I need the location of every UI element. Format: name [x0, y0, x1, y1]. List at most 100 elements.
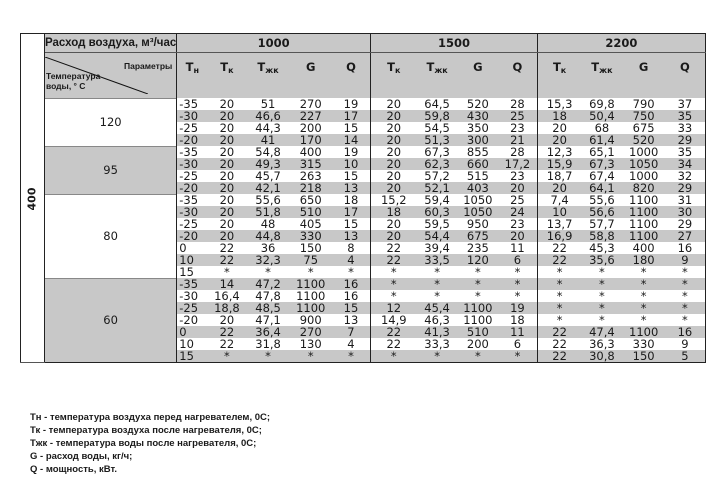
table-row: 0 22 36,4 270 7 22 41,3 510 11 22 47,4 1100 16 — [21, 326, 706, 338]
table-cell: 20 — [219, 122, 235, 134]
table-cell: * — [536, 302, 582, 314]
table-cell: 270 — [289, 326, 332, 338]
table-cell: * — [599, 266, 605, 278]
table-row: -30 20 51,8 510 17 18 60,3 1050 24 10 56,6 1100 30 — [21, 206, 706, 218]
table-cell: 400 — [299, 146, 322, 158]
table-cell: 75 — [289, 254, 332, 266]
table-cell: 22 — [370, 338, 417, 350]
table-cell: 59,5 — [424, 218, 450, 230]
table-cell: 20 — [370, 122, 417, 134]
table-cell: -20 — [176, 182, 208, 194]
table-cell: * — [434, 266, 440, 278]
table-cell: 22 — [370, 242, 417, 254]
table-cell: 22 — [536, 326, 582, 338]
table-cell: 45,7 — [255, 170, 281, 182]
table-cell: * — [664, 278, 706, 290]
legend-item-tn: Тн - температура воздуха перед нагревате… — [30, 412, 271, 423]
table-cell: 57,2 — [424, 170, 450, 182]
table-cell: 20 — [536, 182, 582, 194]
param-header-тн: Тн — [176, 52, 208, 98]
table-row: -25 20 48 405 15 20 59,5 950 23 13,7 57,7 1100 29 — [21, 218, 706, 230]
table-cell: -20 — [179, 314, 199, 326]
water-temp-cell: 80 — [44, 193, 178, 278]
table-cell: 47,2 — [246, 278, 290, 290]
table-cell: 31,8 — [255, 338, 281, 350]
table-cell: 68 — [594, 122, 610, 134]
table-row: -20 20 44,8 330 13 20 54,4 675 20 16,9 58,8 1100 27 — [21, 230, 706, 242]
table-cell: 235 — [466, 242, 489, 254]
table-cell: 330 — [289, 230, 332, 242]
table-cell: 23 — [510, 122, 525, 134]
table-cell: 790 — [632, 98, 655, 110]
table-cell: -20 — [176, 134, 208, 146]
table-row: 95 -35 20 54,8 400 19 20 67,3 855 28 12,3 65,1 1000 3… — [21, 145, 706, 194]
table-cell: 19 — [343, 146, 359, 158]
table-cell: * — [370, 278, 417, 290]
table-cell: 0 — [176, 326, 208, 338]
table-cell: 315 — [289, 158, 332, 170]
table-cell: 33 — [677, 122, 693, 134]
table-cell: * — [348, 266, 354, 278]
table-cell: * — [640, 266, 647, 278]
table-cell: 13 — [343, 314, 359, 326]
table-cell: 520 — [466, 98, 489, 110]
table-cell: 270 — [299, 98, 322, 110]
table-cell: 20 — [370, 182, 417, 194]
table-cell: -30 — [176, 110, 208, 122]
table-cell: 1100 — [622, 206, 665, 218]
table-cell: 22 — [219, 242, 235, 254]
param-header-тк: Тк — [207, 52, 247, 98]
table-cell: 30,8 — [581, 350, 623, 363]
water-temp-cell: 60 — [44, 277, 178, 363]
table-cell: -25 — [176, 302, 208, 314]
table-cell: 41,3 — [416, 326, 458, 338]
table-cell: * — [599, 290, 605, 302]
table-cell: * — [416, 350, 458, 363]
table-cell: 36,3 — [589, 338, 615, 350]
table-cell: 20 — [219, 218, 235, 230]
table-cell: 33,3 — [424, 338, 450, 350]
table-cell: 130 — [299, 338, 322, 350]
table-cell: 54,5 — [424, 122, 450, 134]
table-cell: 1050 — [457, 206, 499, 218]
table-cell: * — [434, 290, 440, 302]
table-cell: 51,3 — [416, 134, 458, 146]
table-cell: * — [514, 290, 521, 302]
table-cell: 57,7 — [589, 218, 615, 230]
table-cell: 227 — [289, 110, 332, 122]
table-cell: 14 — [331, 134, 371, 146]
table-cell: * — [331, 350, 371, 363]
table-cell: 14,9 — [370, 314, 417, 326]
table-cell: 56,6 — [581, 206, 623, 218]
table-cell: * — [457, 278, 499, 290]
table-cell: 20 — [219, 194, 235, 206]
table-cell: * — [599, 314, 605, 326]
param-header-g: G — [457, 52, 499, 98]
legend-item-tk: Тк - температура воздуха после нагревате… — [30, 425, 262, 436]
table-cell: 20 — [219, 98, 235, 110]
water-temp-cell: 95 — [44, 145, 178, 194]
table-cell: 1100 — [622, 230, 665, 242]
table-cell: 18 — [370, 206, 417, 218]
table-cell: 48,5 — [246, 302, 290, 314]
table-cell: 20 — [498, 182, 538, 194]
table-cell: * — [622, 278, 665, 290]
table-cell: 20 — [370, 146, 417, 158]
table-cell: 20 — [370, 134, 417, 146]
table-cell: 520 — [622, 134, 665, 146]
table-cell: 44,8 — [246, 230, 290, 242]
table-cell: 52,1 — [416, 182, 458, 194]
table-cell: 300 — [457, 134, 499, 146]
table-cell: 10 — [536, 206, 582, 218]
table-cell: 7 — [331, 326, 371, 338]
flow-header-1500: 1500 — [370, 33, 538, 53]
table-cell: 20 — [536, 134, 582, 146]
table-cell: 39,4 — [424, 242, 450, 254]
table-cell: 16 — [343, 290, 359, 302]
table-cell: 20 — [370, 98, 417, 110]
table-row: 60 -35 14 47,2 1100 16 * * * * * * * * — [21, 277, 706, 363]
table-cell: 54,8 — [255, 146, 281, 158]
table-cell: 20 — [370, 218, 417, 230]
table-cell: 20 — [370, 230, 417, 242]
table-cell: 6 — [498, 254, 538, 266]
